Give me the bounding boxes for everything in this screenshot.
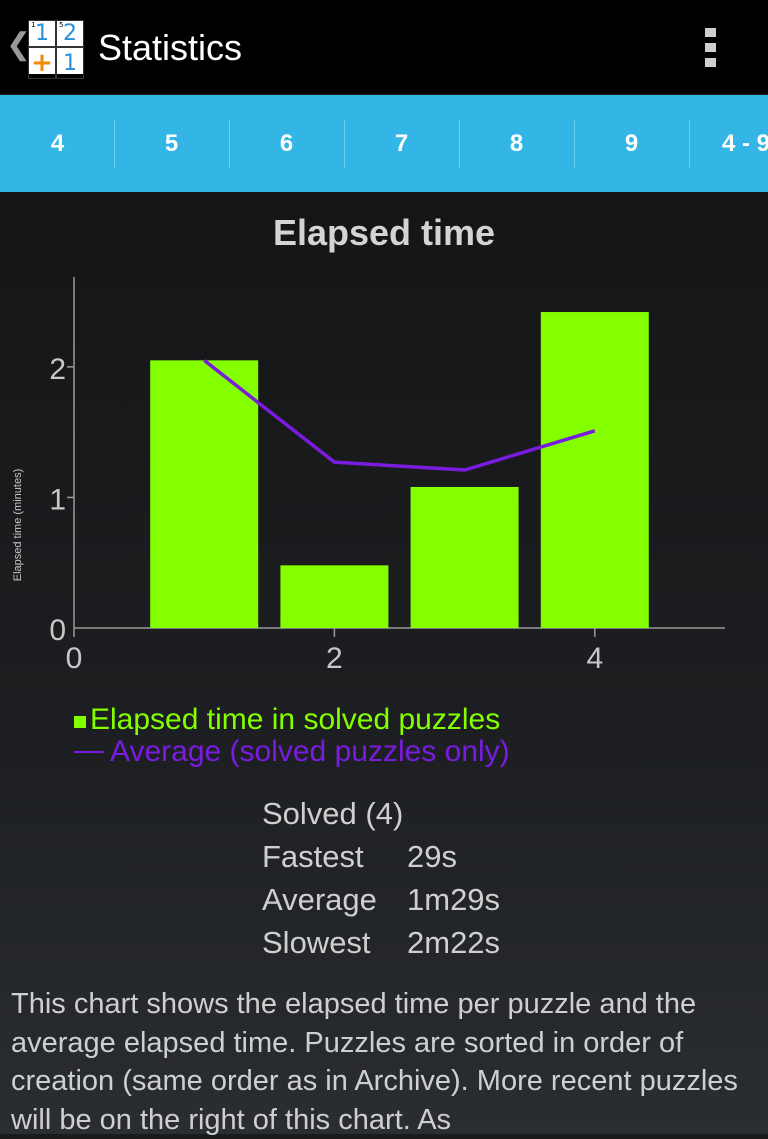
stat-value: 2m22s: [407, 925, 501, 960]
overflow-menu-icon[interactable]: [705, 28, 717, 68]
grid-size-tabs: 4 5 6 7 8 9 4 - 9: [0, 95, 768, 192]
tab-9[interactable]: 9: [624, 129, 639, 157]
tab-divider: [689, 120, 690, 168]
stat-row-slowest: Slowest 2m22s: [262, 921, 500, 964]
x-tick-label: 2: [326, 642, 343, 675]
stats-summary: Solved (4) Fastest 29s Average 1m29s Slowe…: [262, 792, 500, 964]
y-tick-label: 1: [49, 483, 66, 516]
stat-row-solved: Solved (4): [262, 792, 500, 835]
bar: [280, 565, 389, 628]
tab-4-9[interactable]: 4 - 9: [722, 129, 768, 157]
back-caret-icon[interactable]: ❮: [6, 28, 32, 61]
legend-item-average: Average (solved puzzles only): [74, 736, 510, 768]
legend-label: Elapsed time in solved puzzles: [90, 703, 501, 736]
bar: [150, 360, 259, 628]
y-tick-label: 0: [49, 614, 66, 647]
y-tick-label: 2: [49, 353, 66, 386]
stat-label: Solved (4): [262, 796, 404, 831]
stat-value: 29s: [407, 839, 457, 874]
bar: [540, 312, 649, 628]
stat-label: Average: [262, 882, 377, 917]
stat-label: Slowest: [262, 925, 371, 960]
legend-line-icon: [74, 751, 104, 753]
statistics-content: Elapsed time 0 1 2 0 2 4 Elapsed time (minutes…: [0, 192, 768, 1136]
stat-row-fastest: Fastest 29s: [262, 835, 500, 878]
legend-item-elapsed: Elapsed time in solved puzzles: [74, 704, 510, 736]
logo-cell: 1: [56, 47, 84, 79]
average-line: [203, 358, 596, 472]
y-axis-label: Elapsed time (minutes): [12, 469, 24, 582]
tab-divider: [114, 120, 115, 168]
stat-label: Fastest: [262, 839, 364, 874]
chart-legend: Elapsed time in solved puzzles Average (…: [74, 704, 510, 768]
x-tick-label: 4: [586, 642, 603, 675]
tab-5[interactable]: 5: [164, 129, 179, 157]
legend-label: Average (solved puzzles only): [110, 735, 510, 768]
tab-4[interactable]: 4: [50, 129, 65, 157]
tab-divider: [229, 120, 230, 168]
chart-description: This chart shows the elapsed time per pu…: [11, 988, 738, 1136]
tab-6[interactable]: 6: [279, 129, 294, 157]
stat-value: 1m29s: [407, 882, 501, 917]
tab-divider: [459, 120, 460, 168]
page-title: Statistics: [98, 27, 243, 68]
stat-row-average: Average 1m29s: [262, 878, 500, 921]
chart-title: Elapsed time: [272, 212, 496, 253]
logo-cell: +: [28, 47, 56, 79]
tab-7[interactable]: 7: [394, 129, 409, 157]
legend-square-icon: [74, 716, 86, 728]
x-tick-label: 0: [66, 642, 83, 675]
tab-divider: [574, 120, 575, 168]
tab-8[interactable]: 8: [509, 129, 524, 157]
tab-divider: [344, 120, 345, 168]
bar: [410, 486, 519, 628]
elapsed-time-chart: 0 1 2 0 2 4 Elapsed time (minutes): [12, 277, 725, 675]
